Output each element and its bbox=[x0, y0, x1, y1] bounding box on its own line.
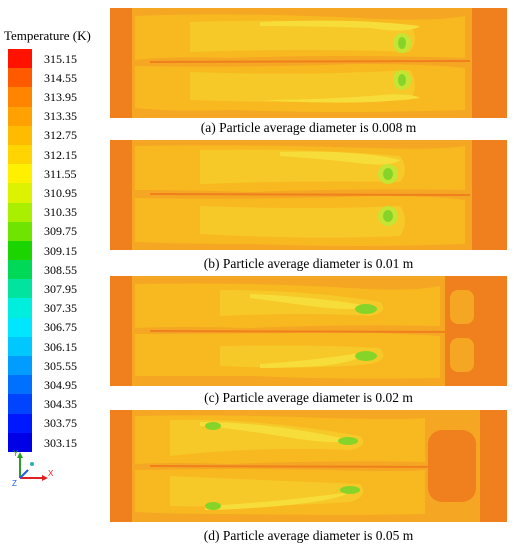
colorbar-swatch bbox=[8, 240, 32, 261]
colorbar-tick-label: 312.15 bbox=[44, 147, 77, 162]
colorbar-tick-label: 313.95 bbox=[44, 90, 77, 104]
temperature-colorbar bbox=[8, 49, 32, 452]
colorbar-tick-label: 303.15 bbox=[44, 435, 77, 450]
colorbar-swatch bbox=[8, 356, 32, 376]
colorbar-swatch bbox=[8, 432, 32, 452]
colorbar-swatch bbox=[8, 394, 32, 414]
colorbar-tick-label: 310.35 bbox=[44, 205, 77, 220]
axis-x-label: X bbox=[48, 469, 54, 478]
colorbar-tick-label: 312.75 bbox=[44, 128, 77, 143]
caption-d: (d) Particle average diameter is 0.05 m bbox=[203, 528, 414, 543]
colorbar-swatch bbox=[8, 413, 32, 433]
contour-panel-c bbox=[110, 276, 507, 386]
caption-c: (c) Particle average diameter is 0.02 m bbox=[204, 390, 413, 405]
colorbar-swatch bbox=[8, 279, 32, 299]
axis-y-label: Y bbox=[13, 450, 19, 458]
contour-panel-a bbox=[110, 8, 507, 118]
caption-a: (a) Particle average diameter is 0.008 m bbox=[200, 120, 417, 135]
colorbar-swatch bbox=[8, 221, 32, 241]
colorbar-tick-label: 308.55 bbox=[44, 262, 77, 277]
colorbar-swatch bbox=[8, 202, 32, 222]
colorbar-tick-label: 305.55 bbox=[44, 358, 77, 373]
contour-panel-b bbox=[110, 140, 507, 250]
colorbar-swatch bbox=[8, 106, 32, 126]
colorbar-tick-label: 307.95 bbox=[44, 282, 77, 296]
colorbar-tick-label: 304.35 bbox=[44, 397, 77, 412]
colorbar-swatch bbox=[8, 375, 32, 395]
colorbar-swatch bbox=[8, 336, 32, 356]
colorbar-tick-label: 311.55 bbox=[44, 166, 77, 181]
axis-z-label: Z bbox=[12, 479, 17, 486]
colorbar-swatch bbox=[8, 183, 32, 203]
colorbar-tick-label: 315.15 bbox=[44, 51, 77, 66]
colorbar-swatch bbox=[8, 317, 32, 337]
colorbar-tick-label: 306.75 bbox=[44, 320, 77, 335]
legend-title: Temperature (K) bbox=[4, 28, 91, 43]
colorbar-tick-label: 309.75 bbox=[44, 224, 77, 239]
colorbar-tick-label: 303.75 bbox=[44, 416, 77, 431]
colorbar-swatch bbox=[8, 49, 32, 69]
colorbar-swatch bbox=[8, 260, 32, 280]
contour-panel-d bbox=[110, 410, 507, 522]
caption-b: (b) Particle average diameter is 0.01 m bbox=[203, 256, 414, 271]
colorbar-swatch bbox=[8, 125, 32, 145]
colorbar-swatch bbox=[8, 164, 32, 184]
colorbar-tick-label: 306.15 bbox=[44, 339, 77, 354]
colorbar-swatch bbox=[8, 87, 32, 107]
colorbar-tick-label: 309.15 bbox=[44, 243, 77, 258]
colorbar-tick-label: 314.55 bbox=[44, 70, 77, 85]
coordinate-axes-icon: Y X Z bbox=[12, 449, 56, 488]
colorbar-swatch bbox=[8, 68, 32, 88]
colorbar-tick-label: 310.95 bbox=[44, 186, 77, 200]
colorbar-tick-label: 307.35 bbox=[44, 301, 77, 316]
colorbar-swatch bbox=[8, 298, 32, 318]
colorbar-swatch bbox=[8, 144, 32, 165]
colorbar-tick-label: 304.95 bbox=[44, 378, 77, 392]
colorbar-tick-label: 313.35 bbox=[44, 109, 77, 124]
